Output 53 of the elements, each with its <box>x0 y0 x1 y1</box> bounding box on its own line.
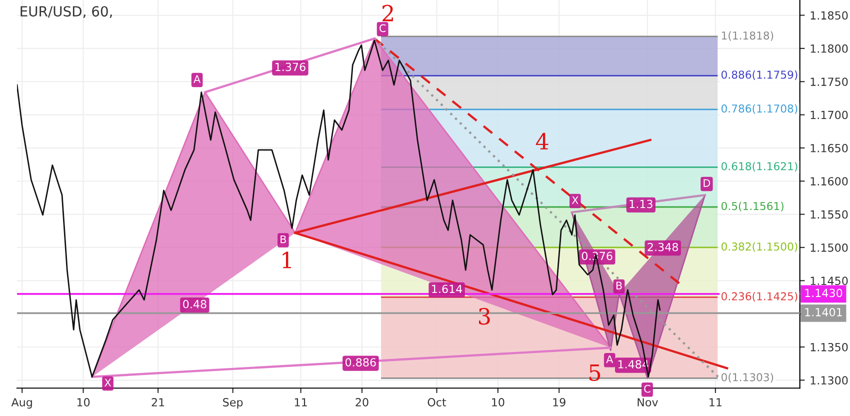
ref-line-label: 1.1401 <box>805 308 842 316</box>
x-tick-label: 10 <box>77 398 90 406</box>
x-tick-label: 11 <box>294 398 307 406</box>
annotation: 2.348 <box>648 242 678 252</box>
ref-line-label: 0.786(1.1708) <box>721 104 798 114</box>
y-tick-label: 1.1700 <box>810 110 848 120</box>
ref-line-label: 1(1.1818) <box>722 31 774 41</box>
y-tick-label: 1.1650 <box>810 144 848 152</box>
x-tick-label: 21 <box>152 398 164 406</box>
x-tick-label: 20 <box>356 398 368 406</box>
annotation: 4 <box>536 132 548 150</box>
x-tick-label: Oct <box>428 398 446 406</box>
annotation: C <box>644 384 650 393</box>
x-tick-label: Nov <box>638 398 658 406</box>
annotation: 1 <box>282 252 291 268</box>
x-tick-label: 11 <box>710 398 722 406</box>
ref-line-label: 0(1.1303) <box>721 372 774 383</box>
annotation: D <box>704 179 710 187</box>
ref-line-label: 0.618(1.1621) <box>721 162 798 172</box>
y-tick-label: 1.1550 <box>810 210 848 219</box>
y-tick-label: 1.1850 <box>810 11 848 20</box>
annotation: 5 <box>590 364 600 381</box>
y-tick-label: 1.1350 <box>810 342 848 352</box>
y-tick-label: 1.1800 <box>810 44 848 53</box>
annotation: 3 <box>478 308 490 325</box>
x-tick-label: Aug <box>11 398 32 409</box>
ref-line-label: 0.236(1.1425) <box>721 292 798 302</box>
y-tick-label: 1.1450 <box>810 276 848 286</box>
annotation: B <box>616 282 622 290</box>
y-tick-label: 1.1600 <box>810 177 848 186</box>
annotation: 2 <box>382 4 393 22</box>
chart-title: EUR/USD, 60, <box>20 6 112 18</box>
annotation: A <box>606 355 614 364</box>
y-tick-label: 1.1300 <box>810 376 848 385</box>
annotation: 1.13 <box>630 200 652 208</box>
annotation: 0.886 <box>346 358 376 367</box>
annotation: X <box>104 378 112 386</box>
ref-line-label: 0.886(1.1759) <box>721 70 798 80</box>
annotation: C <box>380 24 386 32</box>
x-tick-label: 19 <box>553 398 566 406</box>
annotation: 0.48 <box>183 300 206 308</box>
ref-line-label: 1.1430 <box>805 288 842 298</box>
ref-line-label: 0.5(1.1561) <box>721 202 784 212</box>
annotation: 1.614 <box>432 284 462 294</box>
annotation: B <box>280 236 286 244</box>
annotation: X <box>572 196 578 204</box>
x-tick-label: Sep <box>223 398 243 409</box>
y-tick-label: 1.1750 <box>810 78 848 86</box>
y-tick-label: 1.1500 <box>810 243 848 252</box>
annotation: A <box>194 75 201 83</box>
ref-line-label: 0.382(1.1500) <box>721 242 798 252</box>
x-tick-label: 10 <box>492 398 504 406</box>
annotation: 1.376 <box>276 62 306 72</box>
